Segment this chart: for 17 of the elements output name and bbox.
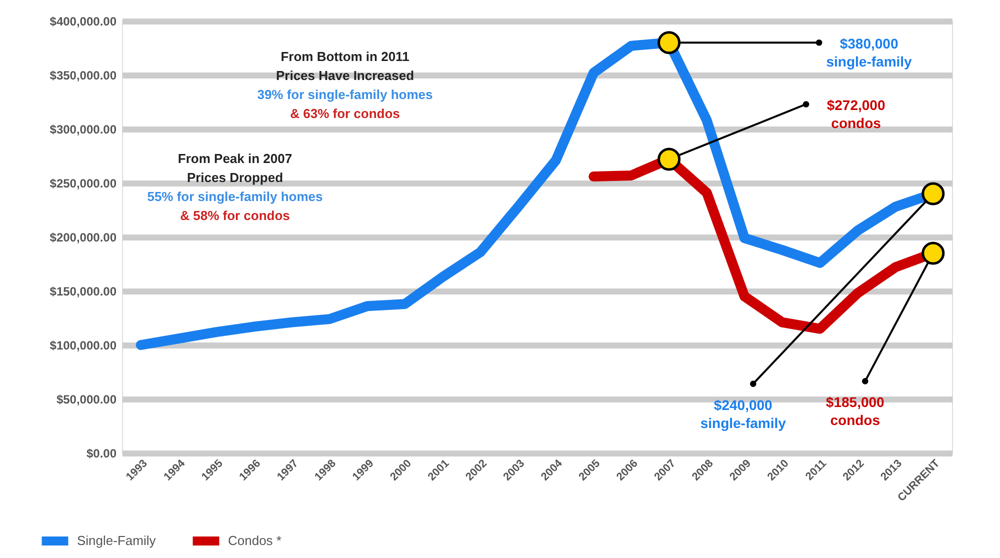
y-tick-label: $250,000.00 xyxy=(50,176,117,190)
y-tick-label: $50,000.00 xyxy=(56,392,117,406)
annotation: From Bottom in 2011 Prices Have Increased 39% for single-family homes & 63% for condos xyxy=(257,49,433,121)
y-tick-label: $0.00 xyxy=(86,446,117,460)
y-tick-label: $150,000.00 xyxy=(50,284,117,298)
y-tick-label: $300,000.00 xyxy=(50,122,117,136)
y-tick-label: $100,000.00 xyxy=(50,338,117,352)
legend-label: Single-Family xyxy=(77,533,156,548)
annotation: $185,000 condos xyxy=(826,394,885,428)
annotation: $272,000 condos xyxy=(826,97,886,132)
y-tick-label: $200,000.00 xyxy=(50,230,117,244)
annotation: $240,000 single-family xyxy=(700,396,786,431)
y-tick-label: $400,000.00 xyxy=(50,14,117,28)
legend-label: Condos * xyxy=(228,533,282,548)
annotation: $380,000 single-family xyxy=(826,36,912,70)
annotation: From Peak in 2007 Prices Dropped 55% for single-family homes & 58% for condos xyxy=(147,151,323,223)
y-tick-label: $350,000.00 xyxy=(50,68,117,82)
